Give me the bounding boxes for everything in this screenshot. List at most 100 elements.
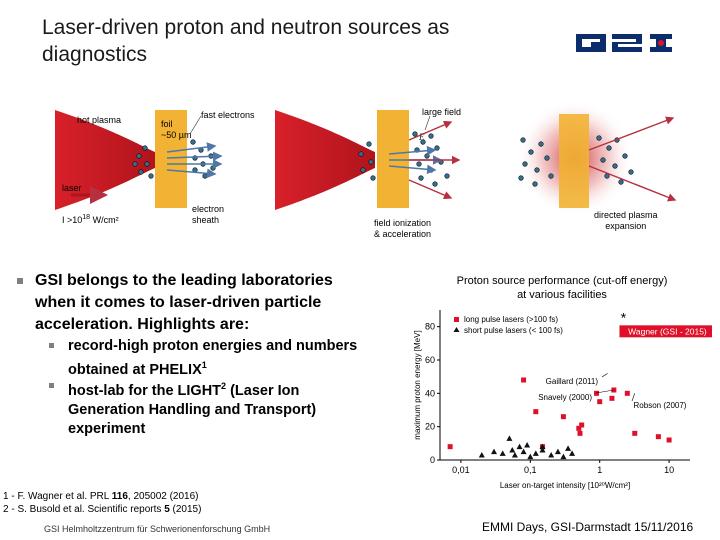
large-field-leader bbox=[424, 115, 431, 131]
short-pulse-point bbox=[548, 452, 555, 458]
x-tick-label: 10 bbox=[664, 465, 674, 475]
short-pulse-point bbox=[532, 450, 539, 456]
intensity-base: I >10 bbox=[62, 215, 83, 225]
footer-left: GSI Helmholtzzentrum für Schwerionenfors… bbox=[44, 524, 271, 534]
reference-1: 1 - F. Wagner et al. PRL 116, 205002 (20… bbox=[3, 490, 201, 503]
field-ionization-line-2: & acceleration bbox=[374, 229, 432, 239]
foil-1 bbox=[155, 110, 187, 208]
long-pulse-point bbox=[609, 395, 615, 401]
sub-bullet-1-line-2: obtained at PHELIX1 bbox=[68, 356, 398, 380]
annotation-label: Gaillard (2011) bbox=[546, 377, 599, 386]
long-pulse-point bbox=[597, 399, 603, 405]
legend-long-marker bbox=[454, 317, 459, 322]
large-field-label: large field bbox=[422, 107, 462, 117]
y-axis-label: maximum proton energy [MeV] bbox=[413, 330, 422, 439]
short-pulse-point bbox=[509, 447, 516, 453]
sub-bullet-1-sup: 1 bbox=[201, 360, 207, 370]
long-pulse-point bbox=[594, 390, 600, 396]
short-pulse-point bbox=[516, 443, 523, 450]
x-axis-label: Laser on-target intensity [10²⁰W/cm²] bbox=[500, 481, 630, 490]
sub-bullet-2-text: host-lab for the LIGHT bbox=[68, 382, 222, 399]
page-title: Laser-driven proton and neutron sources … bbox=[42, 14, 522, 68]
annotation-leader bbox=[601, 373, 608, 378]
ion-cluster-3 bbox=[518, 135, 634, 187]
field-ionization-label: field ionization & acceleration bbox=[374, 218, 431, 240]
short-pulse-point bbox=[565, 445, 572, 451]
gsi-logo bbox=[574, 30, 684, 61]
short-pulse-point bbox=[511, 452, 518, 458]
long-pulse-point bbox=[447, 444, 453, 450]
sub-bullet-2: host-lab for the LIGHT2 (Laser Ion Gener… bbox=[68, 377, 398, 439]
short-pulse-point bbox=[478, 452, 485, 458]
gsi-logo-graphic bbox=[576, 34, 672, 52]
reference-2: 2 - S. Busold et al. Scientific reports … bbox=[3, 503, 201, 516]
intensity-unit: W/cm² bbox=[90, 215, 119, 225]
x-tick-label: 0,01 bbox=[452, 465, 470, 475]
legend-long-label: long pulse lasers (>100 fs) bbox=[464, 315, 558, 324]
sub-bullet-2-line-2: Generation Handling and Transport) bbox=[68, 401, 317, 418]
annotation-label: Robson (2007) bbox=[634, 401, 687, 410]
laser-beam-2 bbox=[275, 110, 375, 210]
chart-title-line-2: at various facilities bbox=[517, 289, 607, 301]
field-symbol: E bbox=[418, 132, 425, 142]
legend-short-marker bbox=[453, 327, 460, 332]
short-pulse-point bbox=[506, 435, 513, 441]
foil-label-line-2: ~50 µm bbox=[161, 130, 192, 140]
long-pulse-point bbox=[579, 422, 585, 428]
footer-right: EMMI Days, GSI-Darmstadt 15/11/2016 bbox=[482, 520, 694, 534]
short-pulse-point bbox=[539, 447, 546, 453]
expansion-arrows bbox=[588, 116, 677, 202]
long-pulse-point bbox=[576, 425, 582, 431]
ref2-volume: 5 bbox=[164, 504, 170, 515]
highlight-label-box bbox=[619, 325, 712, 338]
annotation-label: Snavely (2000) bbox=[538, 393, 592, 402]
main-bullet-line-3: acceleration. Highlights are: bbox=[35, 316, 250, 333]
short-pulse-point bbox=[520, 448, 527, 455]
hot-plasma-label: hot plasma bbox=[77, 115, 122, 125]
sub-bullet-2-marker bbox=[49, 383, 54, 388]
ref2-post: (2015) bbox=[169, 504, 202, 515]
sub-bullet-1-text: obtained at PHELIX bbox=[68, 361, 202, 378]
y-tick-label: 80 bbox=[425, 322, 435, 332]
ref1-text: 1 - F. Wagner et al. PRL bbox=[3, 491, 112, 502]
main-bullet: GSI belongs to the leading laboratories … bbox=[35, 270, 405, 336]
title-line-1: Laser-driven proton and neutron sources … bbox=[42, 16, 450, 39]
long-pulse-point bbox=[533, 409, 539, 415]
main-bullet-line-1: GSI belongs to the leading laboratories bbox=[35, 272, 333, 289]
intensity-exponent: 18 bbox=[82, 214, 91, 221]
short-pulse-point bbox=[491, 448, 498, 455]
short-pulse-point bbox=[554, 448, 561, 455]
directed-expansion-label: directed plasma expansion bbox=[594, 210, 658, 232]
sub-bullet-1-line-1: record-high proton energies and numbers bbox=[68, 338, 358, 354]
short-pulse-point bbox=[569, 450, 576, 456]
short-pulse-point bbox=[524, 442, 531, 448]
short-pulse-point bbox=[560, 453, 567, 460]
sub-bullet-2-text-b: (Laser Ion bbox=[226, 382, 300, 399]
y-tick-label: 40 bbox=[425, 388, 435, 398]
chart-title-line-1: Proton source performance (cut-off energ… bbox=[456, 275, 668, 287]
sub-bullet-2-line-3: experiment bbox=[68, 420, 146, 437]
long-pulse-point bbox=[560, 414, 566, 420]
field-arrows-2 bbox=[408, 120, 461, 200]
field-ionization-line-1: field ionization bbox=[374, 218, 432, 228]
electron-sheath-label: electron sheath bbox=[192, 204, 224, 226]
long-pulse-point bbox=[577, 430, 583, 436]
fast-electron-arrows-1 bbox=[166, 142, 223, 179]
main-bullet-line-2: when it comes to laser-driven particle bbox=[35, 294, 322, 311]
short-pulse-point bbox=[499, 450, 506, 456]
long-pulse-point bbox=[632, 430, 638, 436]
laser-beam-1 bbox=[55, 110, 155, 210]
annotation-leader bbox=[595, 389, 614, 394]
foil-3 bbox=[559, 114, 589, 208]
y-tick-label: 60 bbox=[425, 355, 435, 365]
fast-electrons-label: fast electrons bbox=[201, 110, 255, 120]
proton-energy-chart: 0 20 40 60 80 0,01 0,1 1 10 Laser on-target inten… bbox=[413, 309, 712, 490]
foil-label: foil ~50 µm bbox=[161, 119, 191, 141]
y-tick-label: 20 bbox=[425, 422, 435, 432]
sub-bullet-1: record-high proton energies and numbers … bbox=[68, 337, 398, 380]
x-tick-label: 1 bbox=[597, 465, 602, 475]
fast-electrons-leader bbox=[189, 115, 202, 135]
laser-label: laser bbox=[62, 183, 82, 193]
legend-short-label: short pulse lasers (< 100 fs) bbox=[464, 326, 563, 335]
foil-2 bbox=[377, 110, 409, 208]
